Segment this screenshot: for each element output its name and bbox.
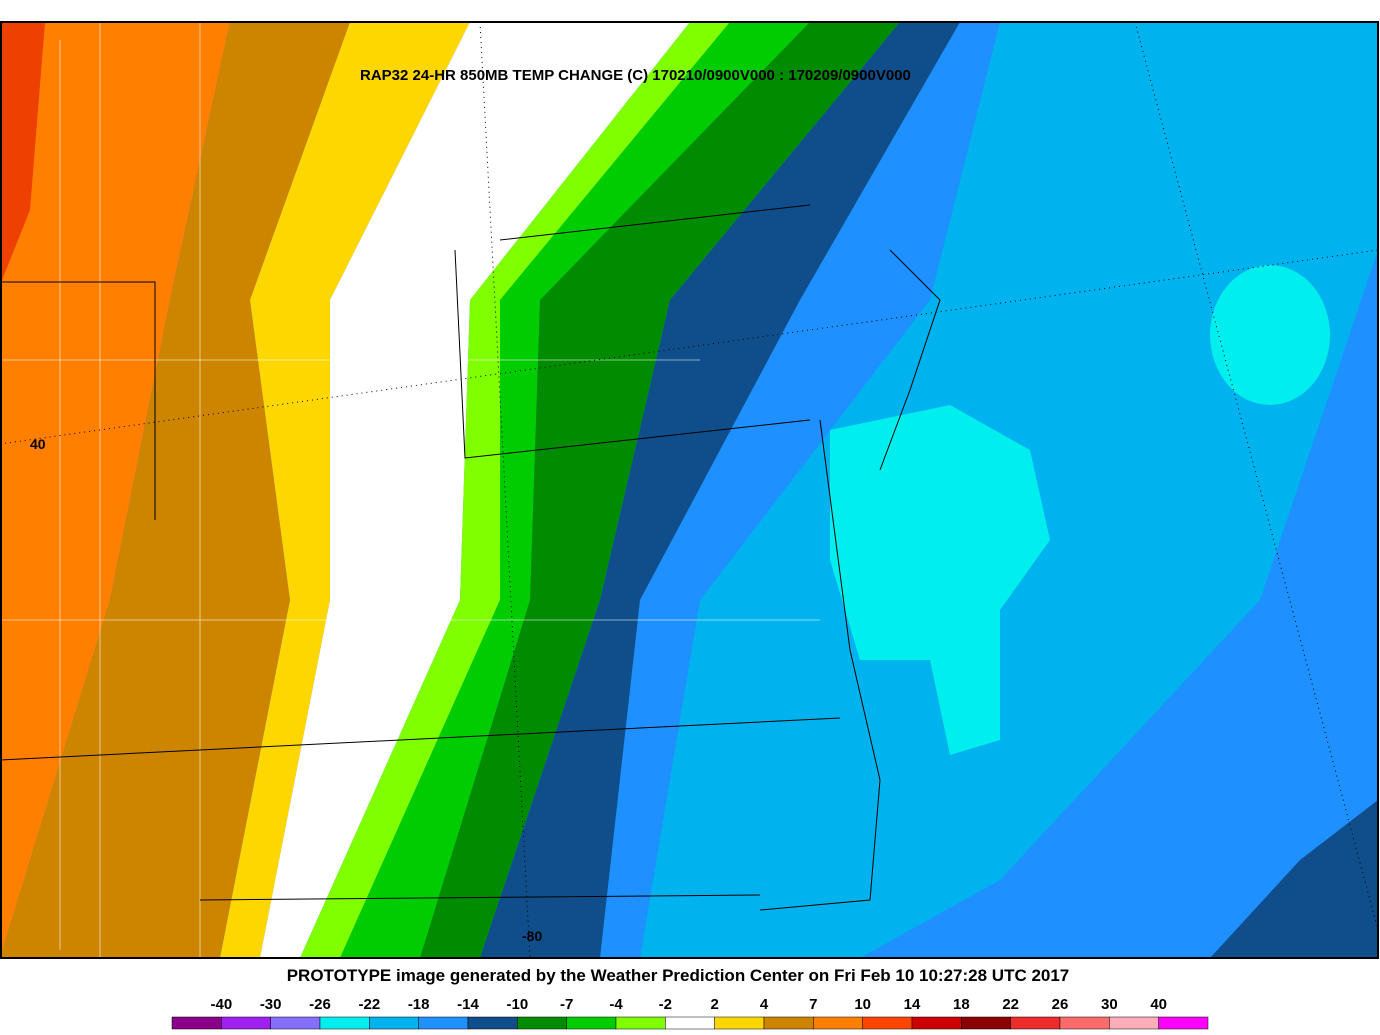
legend-label: 18 [953,996,970,1013]
lime-area [300,22,730,958]
coast-line [759,419,881,911]
state-line [199,894,761,901]
legend-swatch [418,1016,469,1030]
darkblue-area [480,22,960,958]
legend-label: -7 [560,996,573,1013]
grid-line [0,249,1379,445]
legend-label: 2 [710,996,718,1013]
legend-label: -30 [260,996,282,1013]
legend-label: -40 [210,996,232,1013]
legend-swatch [665,1016,715,1030]
legend-swatch [1059,1016,1110,1030]
legend-swatch [1158,1016,1209,1030]
state-line [0,717,841,761]
legend-label: -4 [609,996,623,1013]
state-line [499,204,811,241]
legend-label: -14 [457,996,479,1013]
legend-swatch [1010,1016,1061,1030]
legend-label: -2 [659,996,672,1013]
legend-swatch [221,1016,271,1030]
orange-area [0,22,230,958]
legend-label: 7 [809,996,817,1013]
legend-swatch [566,1016,617,1030]
legend-swatch [615,1016,666,1030]
state-line [0,281,156,520]
cyan-area [1210,265,1330,405]
legend-swatch [171,1016,222,1030]
legend-label: 30 [1101,996,1118,1013]
legend-swatch [1109,1016,1159,1030]
white-area [260,22,690,958]
legend-swatch [369,1016,419,1030]
green-area [340,22,810,958]
legend-swatch [813,1016,863,1030]
legend-label: 40 [1150,996,1167,1013]
legend-label: 14 [904,996,921,1013]
legend-swatch [911,1016,962,1030]
state-line [454,249,811,459]
cyan-area [830,405,1050,755]
coast-line [879,249,941,471]
lat-label: 40 [30,436,46,452]
legend-swatch [714,1016,765,1030]
map-title: RAP32 24-HR 850MB TEMP CHANGE (C) 170210… [360,67,911,84]
darkgreen-area [420,22,900,958]
brown-area [0,22,350,958]
legend-swatch [862,1016,913,1030]
legend-label: -10 [506,996,528,1013]
legend-swatch [763,1016,814,1030]
legend-swatch [517,1016,567,1030]
legend-label: -26 [309,996,331,1013]
map: RAP32 24-HR 850MB TEMP CHANGE (C) 170210… [0,21,1379,959]
legend-swatch [467,1016,518,1030]
legend-swatch [961,1016,1011,1030]
legend-label: 10 [854,996,871,1013]
darkblue-area [1210,800,1378,958]
legend-label: 26 [1052,996,1069,1013]
footer: PROTOTYPE image generated by the Weather… [287,966,1070,985]
map-frame [0,21,1379,959]
legend-label: 4 [760,996,769,1013]
legend-swatch [319,1016,370,1030]
legend-swatch [270,1016,321,1030]
gold-area [220,22,470,958]
legend-label: -22 [358,996,380,1013]
legend: -40 -30 -26 -22 -18 -14 -10 -7 -4 -2 2 4 7 10 14 18 22 26… [171,996,1209,1030]
legend-label: 22 [1002,996,1019,1013]
lon-label: -80 [522,928,542,944]
legend-label: -18 [408,996,430,1013]
